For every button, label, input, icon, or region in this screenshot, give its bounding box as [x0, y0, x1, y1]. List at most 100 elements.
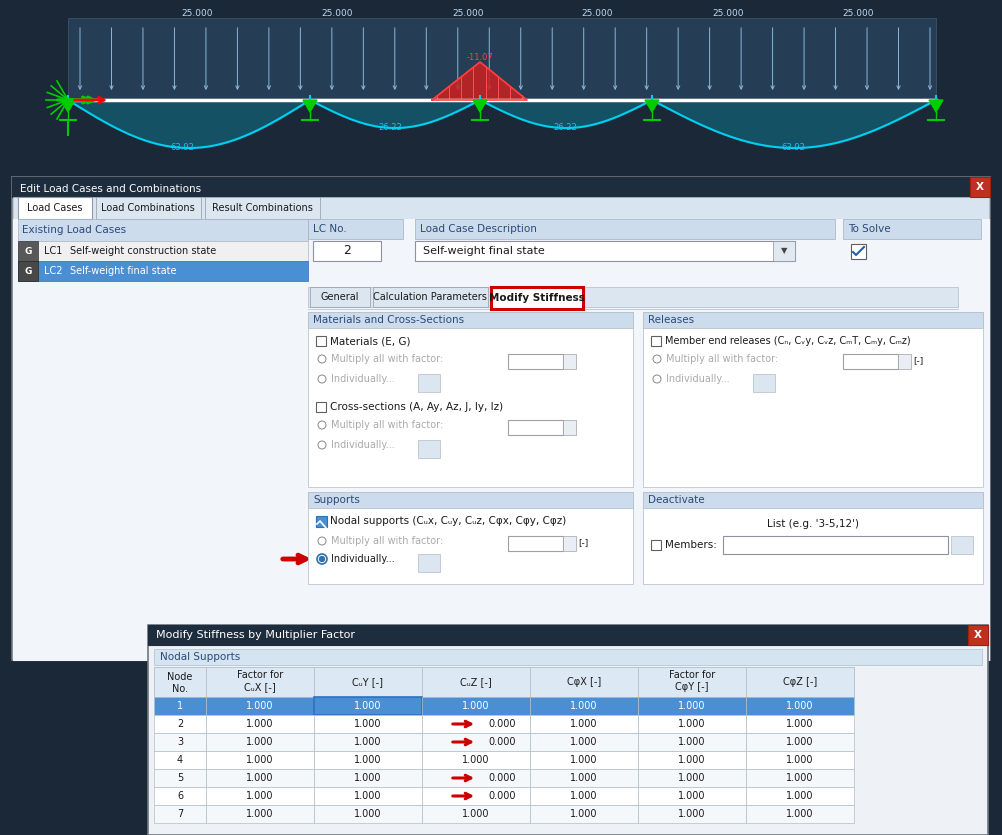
Text: 1.000: 1.000 — [786, 737, 813, 747]
Text: LC1: LC1 — [44, 246, 62, 256]
Bar — [507, 420, 562, 435]
Bar — [314, 805, 422, 823]
Text: Nodal supports (Cᵤx, Cᵤy, Cᵤz, Cφx, Cφy, Cφz): Nodal supports (Cᵤx, Cᵤy, Cᵤz, Cφx, Cφy,… — [330, 516, 566, 526]
Bar — [491, 287, 582, 309]
Bar — [562, 420, 575, 435]
Bar — [637, 787, 745, 805]
Bar — [637, 697, 745, 715]
Text: 2: 2 — [343, 245, 351, 257]
Circle shape — [318, 375, 326, 383]
Text: 1.000: 1.000 — [786, 701, 813, 711]
Bar — [308, 312, 632, 328]
Bar — [422, 769, 529, 787]
Bar — [637, 667, 745, 697]
Text: 1.000: 1.000 — [246, 773, 274, 783]
Text: 1.000: 1.000 — [786, 719, 813, 729]
Text: 2: 2 — [176, 719, 183, 729]
Text: 1.000: 1.000 — [677, 737, 705, 747]
Text: [-]: [-] — [577, 539, 587, 548]
Text: Individually...: Individually... — [331, 374, 395, 384]
Text: Supports: Supports — [313, 495, 360, 505]
Bar — [562, 354, 575, 369]
Text: 4: 4 — [176, 755, 183, 765]
Bar — [205, 697, 314, 715]
Bar — [637, 805, 745, 823]
Bar — [205, 715, 314, 733]
Bar — [0, 0, 1002, 175]
Bar — [422, 751, 529, 769]
Text: Materials (E, G): Materials (E, G) — [330, 336, 410, 346]
Bar — [18, 219, 308, 241]
Text: Multiply all with factor:: Multiply all with factor: — [331, 354, 443, 364]
Bar — [12, 177, 989, 660]
Text: Individually...: Individually... — [331, 440, 395, 450]
Bar — [637, 715, 745, 733]
Text: 1.000: 1.000 — [570, 755, 597, 765]
Bar — [650, 336, 660, 346]
Text: Calculation Parameters: Calculation Parameters — [373, 292, 486, 302]
Bar — [507, 536, 562, 551]
Bar — [205, 751, 314, 769]
Text: LC No.: LC No. — [313, 224, 347, 234]
Text: CᵤX [-]: CᵤX [-] — [243, 682, 276, 692]
Text: 25.000: 25.000 — [711, 9, 743, 18]
Text: 1.000: 1.000 — [570, 719, 597, 729]
Bar — [316, 336, 326, 346]
Text: Multiply all with factor:: Multiply all with factor: — [665, 354, 778, 364]
Polygon shape — [61, 100, 75, 112]
Bar — [642, 312, 982, 328]
Bar — [773, 241, 795, 261]
Text: Members:: Members: — [664, 540, 716, 550]
Circle shape — [318, 537, 326, 545]
Bar — [68, 18, 935, 98]
Text: 1.000: 1.000 — [354, 755, 382, 765]
Text: 1.000: 1.000 — [462, 755, 489, 765]
Bar — [13, 197, 988, 219]
Bar — [422, 697, 529, 715]
Text: Self-weight final state: Self-weight final state — [423, 246, 544, 256]
Bar — [316, 516, 327, 527]
Bar — [745, 787, 853, 805]
Text: 1.000: 1.000 — [677, 809, 705, 819]
Circle shape — [317, 554, 327, 564]
Text: 1: 1 — [176, 701, 183, 711]
Bar — [642, 492, 982, 584]
Bar — [154, 805, 205, 823]
Text: -11.07: -11.07 — [466, 53, 493, 63]
Bar — [422, 733, 529, 751]
Bar — [154, 667, 853, 697]
Bar — [154, 649, 981, 665]
Bar — [969, 177, 989, 197]
Bar — [154, 769, 205, 787]
Bar — [314, 697, 422, 715]
Text: [-]: [-] — [912, 357, 922, 366]
Bar — [422, 715, 529, 733]
Bar — [529, 697, 637, 715]
Bar — [154, 787, 205, 805]
Bar — [154, 697, 205, 715]
Bar — [529, 805, 637, 823]
Text: Self-weight construction state: Self-weight construction state — [70, 246, 216, 256]
Bar — [314, 787, 422, 805]
Bar — [18, 241, 38, 261]
Circle shape — [320, 556, 325, 561]
Bar — [308, 492, 632, 584]
Text: 1.000: 1.000 — [677, 719, 705, 729]
Bar — [842, 219, 980, 239]
Text: 1.000: 1.000 — [246, 809, 274, 819]
Polygon shape — [928, 100, 942, 112]
Text: 6: 6 — [176, 791, 183, 801]
Polygon shape — [473, 100, 487, 112]
Text: 1.000: 1.000 — [570, 737, 597, 747]
Text: General: General — [321, 292, 359, 302]
Text: 1.000: 1.000 — [246, 737, 274, 747]
Polygon shape — [432, 62, 526, 100]
Bar — [18, 241, 308, 261]
Text: Modify Stiffness: Modify Stiffness — [489, 293, 584, 303]
Bar — [950, 536, 972, 554]
Polygon shape — [644, 100, 658, 112]
Text: Releases: Releases — [647, 315, 693, 325]
Text: LC2: LC2 — [44, 266, 62, 276]
Text: ▼: ▼ — [780, 246, 787, 256]
Bar — [313, 241, 381, 261]
